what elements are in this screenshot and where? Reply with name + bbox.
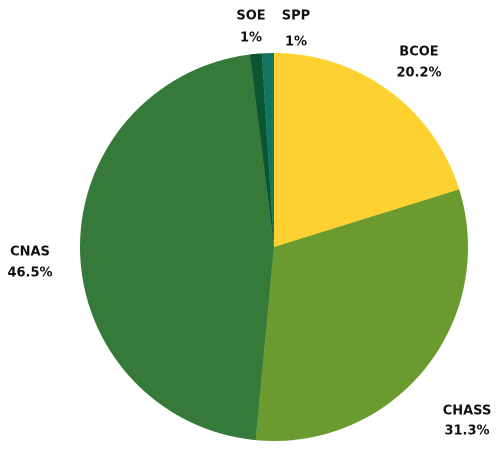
pie-slice [274,53,460,247]
pie-slice [255,189,468,441]
slice-value-label: 46.5% [7,266,52,281]
slice-name: SPP [282,9,310,24]
slice-name: SOE [236,9,265,24]
slice-value-label: 1% [285,35,307,50]
pie-slice [249,53,274,248]
slice-name: CNAS [10,245,50,260]
pie-slice [80,54,274,441]
slice-value-label: 20.2% [396,66,441,81]
slice-name: BCOE [399,45,438,60]
slice-value-label: 31.3% [444,424,489,439]
pie-slice [261,53,274,247]
slice-name: CHASS [443,404,492,419]
slice-value-label: 1% [240,31,262,46]
